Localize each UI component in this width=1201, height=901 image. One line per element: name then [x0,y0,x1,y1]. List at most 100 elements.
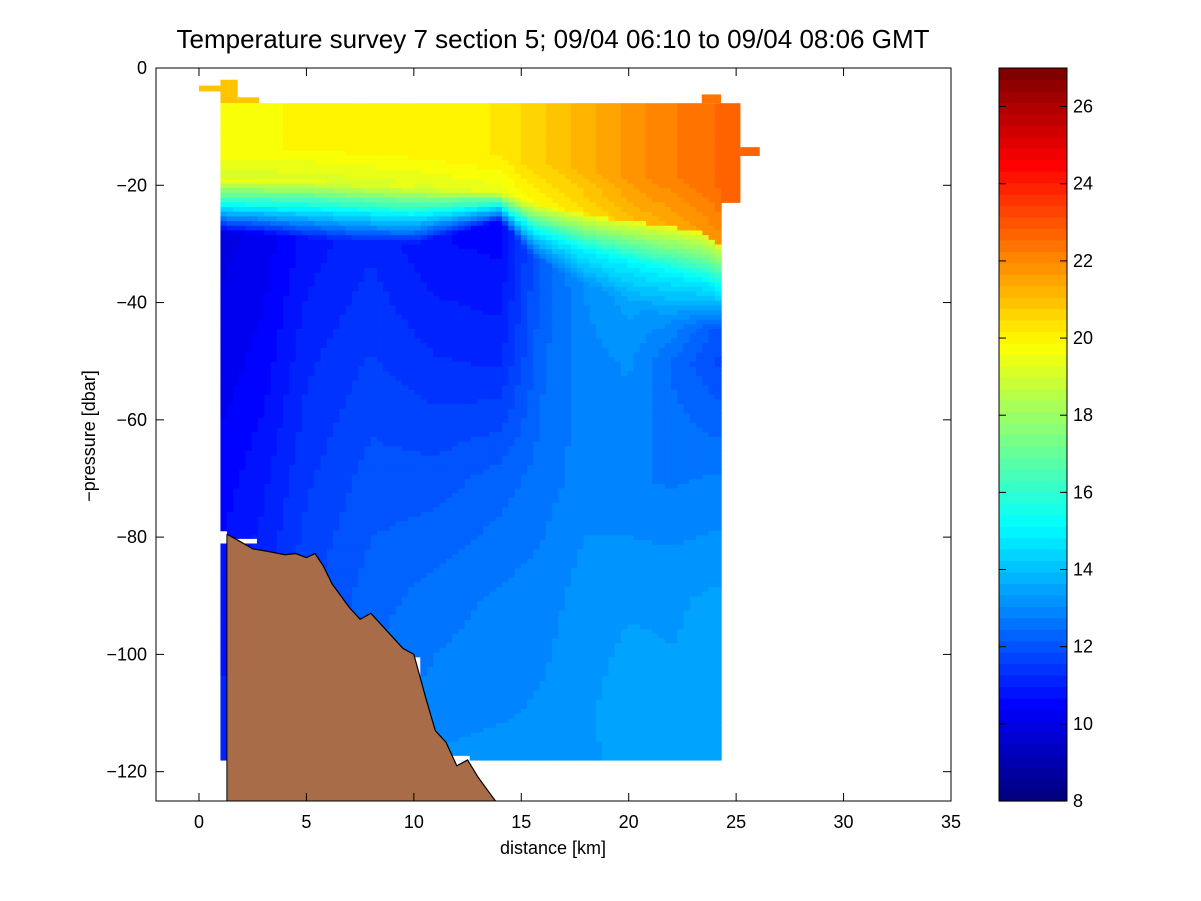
field-cell [389,619,397,625]
field-cell [420,544,428,550]
field-cell [426,553,434,559]
field-cell [658,501,666,508]
field-cell [264,501,272,508]
field-cell [708,703,716,709]
field-cell [439,539,447,545]
field-cell [439,548,447,555]
field-cell [495,661,503,667]
field-cell [508,680,516,686]
field-cell [345,525,353,531]
field-cell [370,591,378,597]
field-cell [577,591,585,597]
field-cell [633,750,641,756]
field-cell [527,666,534,672]
field-cell [458,722,466,728]
field-cell [545,661,553,667]
field-cell [614,605,622,611]
field-cell [314,506,322,512]
field-cell [633,501,641,508]
field-cell [533,586,541,592]
field-cell [677,666,685,672]
field-cell [683,633,691,639]
field-cell [320,558,328,564]
field-cell [702,544,710,550]
field-cell [533,656,541,663]
field-cell [696,558,703,564]
field-cell [445,703,453,709]
field-cell [470,713,478,719]
field-cell [520,694,528,700]
field-cell [308,473,315,480]
field-cell [326,501,334,508]
field-cell [658,600,666,606]
field-cell [508,511,516,517]
field-cell [714,717,722,724]
field-cell [401,586,409,592]
field-cell [520,530,528,536]
field-cell [289,525,297,531]
field-cell [620,520,628,526]
field-cell [445,661,453,667]
field-cell [627,516,635,522]
field-cell [595,534,603,541]
field-cell [664,473,672,480]
field-cell [652,675,660,681]
field-cell [383,492,391,498]
field-cell [345,469,353,475]
field-cell [577,511,585,517]
field-cell [458,530,466,536]
field-cell [439,614,447,620]
field-cell [608,675,616,681]
field-cell [564,544,572,550]
field-cell [533,731,541,738]
field-cell [220,698,228,705]
field-cell [276,520,284,526]
field-cell [489,713,497,719]
field-cell [545,736,553,742]
field-cell [552,745,559,752]
field-cell [426,670,434,677]
field-cell [633,633,641,639]
field-cell [264,520,272,526]
field-cell [220,623,228,630]
field-cell [426,544,434,550]
field-cell [452,652,459,658]
field-cell [426,487,434,494]
field-cell [408,501,416,508]
field-cell [608,619,616,625]
field-cell [658,520,666,526]
field-cell [464,633,472,639]
field-cell [314,520,322,526]
field-cell [633,656,641,663]
field-cell [470,497,478,503]
field-cell [552,741,559,747]
field-cell [602,741,610,747]
field-cell [489,577,497,583]
field-cell [276,483,284,489]
field-cell [564,591,572,597]
field-cell [452,487,459,494]
field-cell [520,689,528,695]
field-cell [420,656,428,663]
field-cell [458,661,466,667]
field-cell [552,553,559,559]
field-cell [470,558,478,564]
field-cell [326,487,334,494]
field-cell [627,750,635,756]
field-cell [477,567,484,573]
field-cell [608,605,616,611]
field-cell [577,558,585,564]
field-cell [570,727,578,733]
field-cell [570,558,578,564]
field-cell [696,534,703,541]
field-cell [533,562,541,569]
field-cell [683,525,691,531]
field-cell [608,731,616,738]
field-cell [677,530,685,536]
field-cell [577,623,585,630]
field-cell [520,614,528,620]
field-cell [589,661,597,667]
field-cell [458,562,466,569]
field-cell [464,656,472,663]
field-cell [689,539,697,545]
